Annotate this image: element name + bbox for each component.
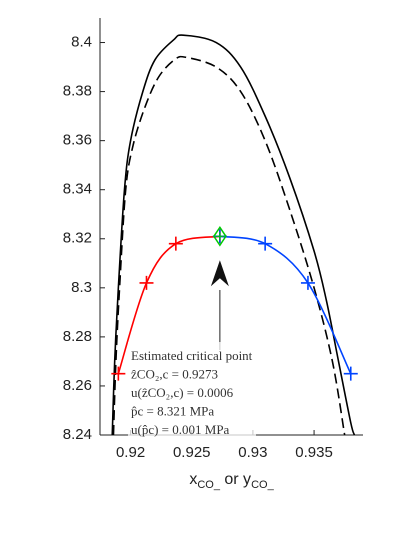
x-axis-label-part: or y — [220, 471, 251, 488]
annotation-box — [128, 342, 256, 438]
y-tick-label: 8.4 — [71, 33, 92, 50]
annotation-line: u(p̂c) = 0.001 MPa — [131, 422, 230, 437]
critical-point — [212, 225, 227, 247]
plus-marker — [300, 275, 315, 290]
curve — [112, 55, 346, 436]
annotation-line: p̂c = 8.321 MPa — [131, 404, 214, 419]
annotation: Estimated critical point ẑCO₂,c = 0.9273 u… — [128, 342, 256, 438]
annotation-line: ẑCO₂,c = 0.9273 — [131, 367, 218, 382]
x-tick-label: 0.93 — [238, 444, 267, 461]
annotation-line: u(ẑCO₂,c) = 0.0006 — [131, 385, 234, 400]
x-tick-label: 0.92 — [116, 444, 145, 461]
plus-marker — [168, 236, 183, 251]
x-axis-label-part: CO_ — [197, 479, 221, 491]
arrow-head — [210, 260, 229, 287]
y-tick-label: 8.38 — [63, 83, 92, 100]
plus-marker — [111, 366, 126, 381]
plus-marker — [258, 236, 273, 251]
x-axis-label-part: CO_ — [251, 479, 275, 491]
y-tick-label: 8.28 — [63, 328, 92, 345]
curve — [117, 235, 221, 374]
annotation-line: Estimated critical point — [131, 348, 253, 363]
x-tick-label: 0.935 — [295, 444, 333, 461]
curve — [219, 235, 352, 375]
y-tick-label: 8.34 — [63, 181, 92, 198]
x-tick-label: 0.925 — [173, 444, 211, 461]
curve — [111, 34, 356, 436]
plus-marker — [139, 275, 154, 290]
x-axis-label: xCO_ or yCO_ — [189, 471, 274, 491]
y-tick-label: 8.26 — [63, 377, 92, 394]
y-tick-label: 8.36 — [63, 132, 92, 149]
y-tick-label: 8.32 — [63, 230, 92, 247]
y-tick-label: 8.3 — [71, 279, 92, 296]
x-axis-label-part: x — [189, 471, 197, 488]
y-tick-label: 8.24 — [63, 426, 92, 443]
plus-marker — [343, 366, 358, 381]
plus-marker — [215, 232, 224, 241]
